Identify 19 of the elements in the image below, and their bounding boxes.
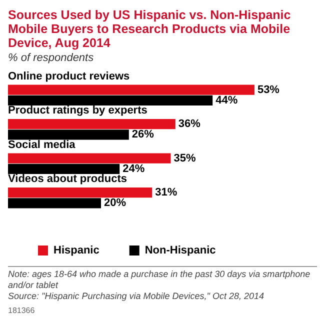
data-label: 53% <box>257 84 280 96</box>
chart-title: Sources Used by US Hispanic vs. Non-Hispanic Mobile Buyers to Research Products via Mobile Device, Aug 2014 <box>8 8 292 50</box>
data-label: 26% <box>132 128 154 141</box>
data-label: 20% <box>104 197 126 210</box>
y-tick-label: Product ratings by experts <box>8 104 148 117</box>
y-tick-label: Online product reviews <box>8 70 130 82</box>
source-note: Source: "Hispanic Purchasing via Mobile Devices," Oct 28, 2014 <box>8 291 266 302</box>
data-label: 35% <box>174 152 196 164</box>
data-label: 36% <box>178 118 201 130</box>
legend-label: Non-Hispanic <box>144 244 216 257</box>
data-label: 44% <box>216 94 238 106</box>
text: Note: ages 18-64 who made a purchase in the past 30 days via smartphone and/or tablet <box>8 269 312 291</box>
y-tick-label: Social media <box>8 138 76 151</box>
data-label: 24% <box>122 162 145 175</box>
y-tick-label: Videos about products <box>8 173 127 186</box>
legend-label: Hispanic <box>54 244 100 257</box>
data-label: 31% <box>155 186 178 199</box>
text: 181366 <box>8 306 36 315</box>
chart-subtitle: % of respondents <box>8 52 95 64</box>
